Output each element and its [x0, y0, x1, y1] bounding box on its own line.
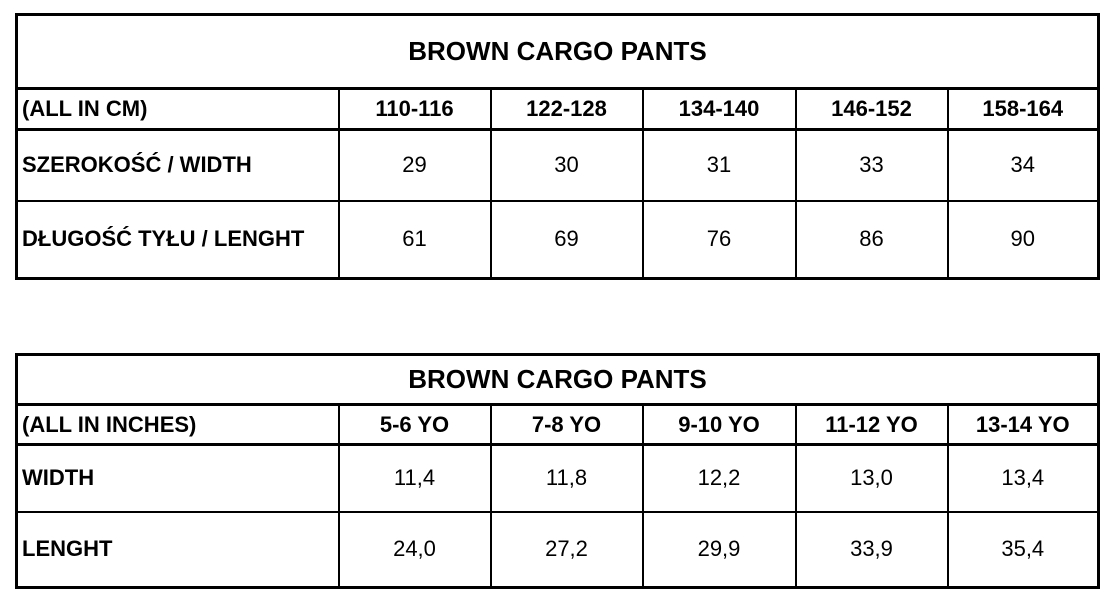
header-row: (ALL IN CM) 110-116 122-128 134-140 146-152 1… — [15, 87, 1100, 131]
cell-value: 24,0 — [337, 510, 492, 589]
cell-value: 12,2 — [641, 443, 797, 513]
cell-value: 31 — [641, 128, 797, 202]
size-header: 158-164 — [946, 87, 1100, 131]
cell-value: 35,4 — [946, 510, 1100, 589]
row-label: WIDTH — [15, 443, 340, 513]
size-header: 13-14 YO — [946, 403, 1100, 446]
row-label: SZEROKOŚĆ / WIDTH — [15, 128, 340, 202]
cell-value: 30 — [489, 128, 644, 202]
row-label: LENGHT — [15, 510, 340, 589]
cell-value: 29 — [337, 128, 492, 202]
data-row: LENGHT 24,0 27,2 29,9 33,9 35,4 — [15, 510, 1100, 589]
title-row: BROWN CARGO PANTS — [15, 13, 1100, 90]
size-header: 110-116 — [337, 87, 492, 131]
data-row: DŁUGOŚĆ TYŁU / LENGHT 61 69 76 86 90 — [15, 199, 1100, 280]
cell-value: 33 — [794, 128, 949, 202]
table-title: BROWN CARGO PANTS — [15, 13, 1100, 90]
data-row: WIDTH 11,4 11,8 12,2 13,0 13,4 — [15, 443, 1100, 513]
size-header: 11-12 YO — [794, 403, 949, 446]
size-header: 122-128 — [489, 87, 644, 131]
title-row: BROWN CARGO PANTS — [15, 353, 1100, 406]
cell-value: 13,4 — [946, 443, 1100, 513]
cell-value: 34 — [946, 128, 1100, 202]
cell-value: 27,2 — [489, 510, 644, 589]
size-header: 7-8 YO — [489, 403, 644, 446]
cell-value: 76 — [641, 199, 797, 280]
size-table: BROWN CARGO PANTS (ALL IN INCHES) 5-6 YO 7-… — [15, 353, 1101, 589]
unit-label: (ALL IN CM) — [15, 87, 340, 131]
size-header: 5-6 YO — [337, 403, 492, 446]
cell-value: 90 — [946, 199, 1100, 280]
size-header: 146-152 — [794, 87, 949, 131]
row-label: DŁUGOŚĆ TYŁU / LENGHT — [15, 199, 340, 280]
size-header: 134-140 — [641, 87, 797, 131]
cell-value: 11,4 — [337, 443, 492, 513]
cell-value: 13,0 — [794, 443, 949, 513]
cell-value: 11,8 — [489, 443, 644, 513]
size-table: BROWN CARGO PANTS (ALL IN CM) 110-116 122-1… — [15, 13, 1101, 280]
cell-value: 69 — [489, 199, 644, 280]
table-title: BROWN CARGO PANTS — [15, 353, 1100, 406]
cell-value: 33,9 — [794, 510, 949, 589]
header-row: (ALL IN INCHES) 5-6 YO 7-8 YO 9-10 YO 11-12 … — [15, 403, 1100, 446]
cell-value: 86 — [794, 199, 949, 280]
size-header: 9-10 YO — [641, 403, 797, 446]
unit-label: (ALL IN INCHES) — [15, 403, 340, 446]
cell-value: 29,9 — [641, 510, 797, 589]
cell-value: 61 — [337, 199, 492, 280]
data-row: SZEROKOŚĆ / WIDTH 29 30 31 33 34 — [15, 128, 1100, 202]
